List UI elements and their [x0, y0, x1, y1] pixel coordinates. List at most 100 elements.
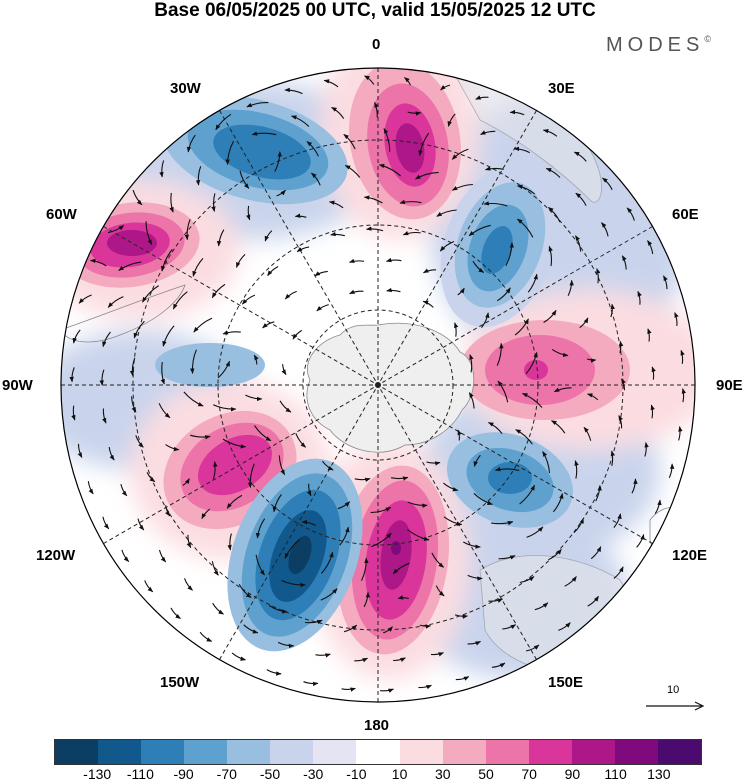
wind-vector-arrow: [165, 505, 171, 517]
wind-vector-arrow: [484, 166, 504, 171]
wind-vector-arrow: [548, 548, 562, 561]
wind-vector-arrow: [647, 240, 654, 254]
wind-vector-arrow: [316, 304, 329, 312]
wind-vector-arrow: [494, 467, 520, 472]
wind-vector-arrow: [331, 106, 345, 119]
colorbar-tick-label: -90: [173, 766, 194, 782]
wind-vector-arrow: [246, 205, 251, 221]
wind-vector-arrow: [231, 652, 247, 661]
wind-vector-arrow: [435, 585, 445, 597]
wind-vector-arrow: [422, 300, 434, 308]
wind-vector-arrow: [108, 447, 115, 461]
lon-label-60e: 60E: [672, 206, 699, 223]
wind-vector-arrow: [383, 128, 391, 152]
wind-vector-arrow: [552, 493, 564, 513]
wind-vector-arrow: [361, 557, 369, 581]
wind-vector-arrow: [281, 579, 306, 588]
wind-vector-arrow: [144, 580, 154, 593]
wind-vector-arrow: [525, 351, 538, 375]
colorbar-tick-label: 50: [478, 766, 494, 782]
lon-label-30e: 30E: [548, 80, 575, 97]
wind-vector-arrow: [567, 279, 574, 296]
wind-vector-arrow: [310, 172, 321, 186]
wind-vector-arrow: [354, 477, 371, 482]
positive-anomaly-north: [349, 68, 461, 220]
wind-vector-arrow: [226, 494, 243, 509]
wind-vector-arrow: [235, 253, 246, 268]
wind-vector-arrow: [243, 624, 259, 634]
wind-vector-arrow: [89, 258, 107, 267]
wind-vector-arrow: [573, 151, 587, 162]
wind-vector-arrow: [186, 134, 196, 153]
reference-vector-arrow: [646, 701, 705, 711]
wind-vector-arrow: [513, 146, 530, 154]
wind-vector-arrow: [454, 614, 469, 619]
wind-vector-arrow: [339, 526, 350, 546]
wind-vector-arrow: [621, 378, 626, 391]
wind-vector-arrow: [404, 77, 412, 86]
polar-map: [60, 67, 696, 703]
wind-vector-arrow: [212, 461, 218, 480]
wind-vector-arrow: [596, 268, 601, 284]
wind-vector-arrow: [663, 275, 668, 290]
wind-vector-arrow: [323, 79, 339, 88]
colorbar-swatch: [356, 740, 400, 764]
colorbar-tick-label: 70: [521, 766, 537, 782]
wind-vector-arrow: [184, 219, 191, 241]
wind-vector-arrow: [241, 294, 256, 305]
wind-vector-arrow: [674, 312, 679, 326]
wind-vector-arrow: [497, 380, 509, 403]
wind-vector-arrow: [186, 534, 192, 549]
wind-vector-arrow: [526, 526, 544, 538]
colorbar-swatch: [571, 740, 615, 764]
colorbar-tick-label: 10: [391, 766, 408, 782]
wind-vector-arrow: [467, 574, 483, 581]
wind-vector-arrow: [276, 189, 286, 197]
wind-vector-arrow: [354, 657, 368, 663]
wind-vector-arrow: [102, 516, 110, 530]
wind-vector-arrow: [278, 455, 286, 476]
wind-vector-arrow: [266, 669, 282, 676]
wind-vector-arrow: [87, 481, 94, 495]
wind-vector-arrow: [137, 518, 145, 531]
wind-vector-arrow: [418, 684, 432, 690]
wind-vector-arrow: [455, 676, 470, 681]
wind-vector-arrow: [314, 270, 328, 277]
wind-vector-arrow: [443, 482, 459, 492]
wind-vector-arrow: [172, 291, 188, 310]
wind-vector-arrow: [158, 403, 171, 419]
colorbar-swatch: [442, 740, 486, 764]
wind-vector-arrow: [69, 367, 75, 383]
wind-vector-arrow: [644, 441, 649, 457]
brand-logo: MODES©: [606, 34, 711, 57]
wind-vector-arrow: [587, 595, 599, 607]
wind-vector-arrow: [590, 546, 602, 560]
wind-vector-arrow: [385, 257, 402, 263]
wind-vector-arrow: [131, 396, 137, 413]
wind-vector-arrow: [284, 290, 297, 300]
wind-vector-arrow: [407, 111, 422, 116]
wind-vector-arrow: [586, 393, 599, 401]
wind-vector-arrow: [505, 242, 515, 267]
wind-vector-arrow: [217, 360, 231, 379]
wind-vector-arrow: [439, 240, 455, 252]
reference-vector-label: 10: [667, 684, 680, 696]
wind-vector-arrow: [212, 602, 224, 615]
wind-vector-arrow: [133, 320, 145, 339]
wind-vector-arrow: [447, 113, 456, 127]
wind-vector-arrow: [371, 532, 392, 548]
wind-vector-arrow: [514, 318, 529, 336]
lon-label-0: 0: [372, 36, 381, 53]
wind-vector-arrow: [469, 354, 474, 373]
wind-vector-arrow: [99, 369, 105, 386]
wind-vector-arrow: [363, 195, 383, 204]
wind-vector-arrow: [268, 605, 288, 614]
wind-vector-arrow: [397, 595, 409, 600]
wind-vector-arrow: [407, 529, 430, 542]
wind-vector-arrow: [341, 687, 356, 692]
wind-vector-arrow: [527, 273, 538, 293]
wind-vector-arrow: [290, 115, 310, 127]
antarctica-landmass: [306, 322, 475, 453]
colorbar-swatch: [399, 740, 443, 764]
wind-vector-arrow: [251, 131, 277, 136]
